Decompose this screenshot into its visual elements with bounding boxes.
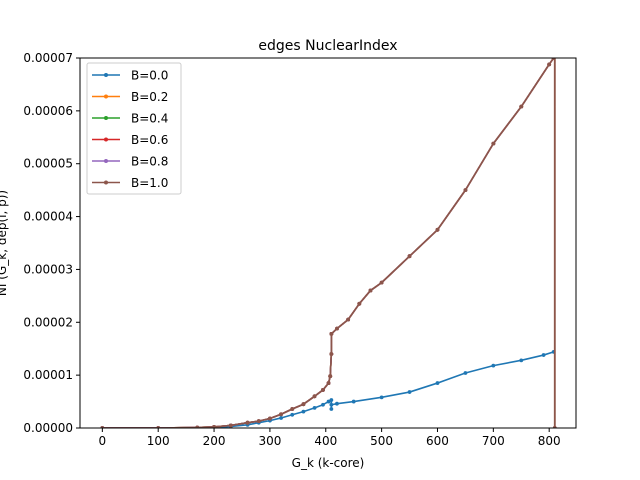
data-point xyxy=(245,420,250,425)
data-point xyxy=(335,401,339,406)
data-point xyxy=(407,390,412,394)
data-point xyxy=(326,381,331,385)
legend-label: B=1.0 xyxy=(131,176,168,190)
x-tick-label: 0 xyxy=(99,434,107,448)
x-tick-label: 500 xyxy=(370,434,393,448)
data-point xyxy=(335,326,339,331)
data-point xyxy=(326,399,331,404)
data-point xyxy=(212,425,216,428)
legend-label: B=0.6 xyxy=(131,133,168,147)
legend-label: B=0.4 xyxy=(131,112,168,126)
data-point xyxy=(519,104,524,109)
legend-label: B=0.0 xyxy=(131,69,168,83)
legend-marker xyxy=(104,73,108,77)
data-point xyxy=(357,301,362,306)
data-point xyxy=(195,425,200,428)
legend-label: B=0.8 xyxy=(131,155,168,169)
x-tick-label: 700 xyxy=(482,434,505,448)
y-tick-label: 0.00004 xyxy=(23,210,73,224)
data-point xyxy=(346,317,351,322)
legend: B=0.0 B=0.2 B=0.4 B=0.6 B=0.8 B=1.0 xyxy=(86,62,182,195)
legend-box xyxy=(86,62,182,195)
data-point xyxy=(491,141,496,146)
legend-marker xyxy=(104,159,108,163)
data-point xyxy=(351,399,356,404)
data-point xyxy=(329,398,334,402)
chart-title: edges NuclearIndex xyxy=(258,38,397,54)
data-point xyxy=(290,407,295,411)
y-tick-label: 0.00000 xyxy=(23,421,73,435)
legend-label: B=0.2 xyxy=(131,90,168,104)
data-point xyxy=(268,416,272,421)
data-point xyxy=(329,332,334,336)
x-tick-label: 400 xyxy=(314,434,337,448)
data-point xyxy=(329,352,334,356)
x-tick-label: 300 xyxy=(258,434,281,448)
data-point xyxy=(328,374,333,379)
y-tick-label: 0.00001 xyxy=(23,368,73,382)
y-tick-label: 0.00006 xyxy=(23,104,73,118)
data-point xyxy=(379,280,384,285)
data-point xyxy=(463,371,468,375)
data-point xyxy=(547,62,552,67)
legend-marker xyxy=(104,116,108,120)
y-tick-label: 0.00003 xyxy=(23,262,73,276)
data-point xyxy=(491,363,496,368)
x-tick-label: 800 xyxy=(538,434,561,448)
data-point xyxy=(279,416,283,420)
data-point xyxy=(321,402,325,407)
data-point xyxy=(463,188,468,193)
data-point xyxy=(541,353,546,357)
data-point xyxy=(301,402,306,407)
y-axis: 0.00000 0.00001 0.00002 0.00003 0.00004 0.000… xyxy=(23,51,80,435)
y-axis-label: NI (G_k, dep(i, p)) xyxy=(0,190,9,296)
data-point xyxy=(312,406,317,410)
legend-marker xyxy=(104,180,108,185)
data-point xyxy=(290,412,295,417)
data-point xyxy=(321,388,325,392)
y-tick-label: 0.00005 xyxy=(23,157,73,171)
data-point xyxy=(256,419,261,424)
series-B=1.0 xyxy=(100,58,557,428)
x-tick-label: 600 xyxy=(426,434,449,448)
data-point xyxy=(279,412,283,417)
y-tick-label: 0.00007 xyxy=(23,51,73,65)
data-point xyxy=(312,394,317,399)
data-point xyxy=(519,358,524,363)
data-point xyxy=(379,395,384,400)
series-layer xyxy=(100,58,557,428)
data-point xyxy=(329,402,334,407)
data-point xyxy=(435,227,440,232)
data-point xyxy=(407,254,412,259)
x-axis: 0 100 200 300 400 500 600 700 800 xyxy=(99,428,561,448)
legend-marker xyxy=(104,94,108,99)
data-point xyxy=(368,288,373,293)
y-tick-label: 0.00002 xyxy=(23,315,73,329)
legend-marker xyxy=(104,137,108,142)
data-point xyxy=(435,381,440,385)
data-point xyxy=(301,409,306,414)
data-point xyxy=(228,423,233,428)
data-point xyxy=(329,407,334,411)
x-tick-label: 100 xyxy=(147,434,170,448)
plot-frame xyxy=(79,57,577,429)
x-tick-label: 200 xyxy=(203,434,226,448)
x-axis-label: G_k (k-core) xyxy=(292,456,365,470)
